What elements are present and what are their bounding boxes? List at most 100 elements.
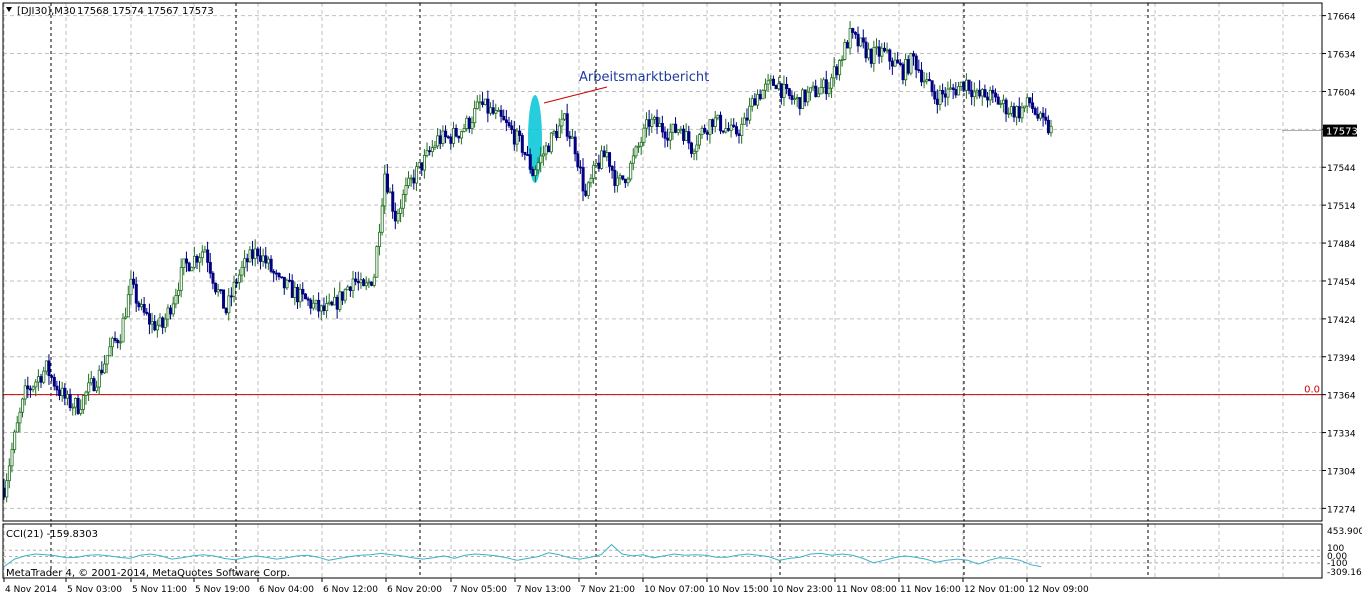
candle-body[interactable]: [623, 178, 627, 184]
annotation-arrow[interactable]: [543, 86, 608, 104]
candle-body[interactable]: [642, 127, 646, 143]
candle-body[interactable]: [1002, 99, 1006, 104]
candle-body[interactable]: [666, 137, 670, 141]
candle-body[interactable]: [814, 85, 818, 98]
candle-body[interactable]: [68, 394, 72, 408]
candle-body[interactable]: [261, 255, 265, 262]
candle-body[interactable]: [42, 370, 46, 383]
candle-body[interactable]: [655, 116, 659, 127]
candle-body[interactable]: [428, 150, 432, 153]
candle-body[interactable]: [621, 175, 625, 180]
candle-body[interactable]: [385, 173, 389, 193]
candle-body[interactable]: [1020, 107, 1024, 119]
candle-body[interactable]: [872, 46, 876, 64]
candle-body[interactable]: [362, 279, 366, 287]
candle-body[interactable]: [364, 282, 368, 287]
candle-body[interactable]: [978, 89, 982, 97]
candle-body[interactable]: [121, 317, 125, 343]
candle-body[interactable]: [153, 321, 157, 331]
candle-body[interactable]: [1039, 112, 1043, 119]
candle-body[interactable]: [809, 87, 813, 93]
candle-body[interactable]: [883, 47, 887, 52]
candle-body[interactable]: [15, 422, 19, 433]
candle-body[interactable]: [393, 210, 397, 222]
candle-body[interactable]: [280, 276, 284, 279]
candle-body[interactable]: [697, 134, 701, 146]
candle-body[interactable]: [200, 251, 204, 259]
candle-body[interactable]: [44, 360, 48, 372]
candle-body[interactable]: [705, 131, 709, 135]
candle-body[interactable]: [497, 109, 501, 112]
candle-body[interactable]: [846, 42, 850, 49]
candle-body[interactable]: [1028, 97, 1032, 104]
candle-body[interactable]: [195, 255, 199, 263]
candle-body[interactable]: [856, 33, 860, 47]
candle-body[interactable]: [645, 119, 649, 129]
candle-body[interactable]: [922, 80, 926, 83]
candle-body[interactable]: [914, 55, 918, 71]
candle-body[interactable]: [711, 119, 715, 127]
candle-body[interactable]: [555, 131, 559, 138]
candle-body[interactable]: [132, 278, 136, 285]
candle-body[interactable]: [674, 123, 678, 133]
candle-body[interactable]: [589, 177, 593, 184]
candle-body[interactable]: [158, 317, 162, 326]
candle-body[interactable]: [103, 363, 107, 374]
candle-body[interactable]: [690, 142, 694, 154]
candle-body[interactable]: [822, 79, 826, 88]
candle-body[interactable]: [851, 28, 855, 33]
candle-body[interactable]: [708, 119, 712, 135]
candle-body[interactable]: [716, 114, 720, 119]
candle-body[interactable]: [592, 164, 596, 179]
candle-body[interactable]: [467, 117, 471, 129]
candle-body[interactable]: [917, 69, 921, 72]
candle-body[interactable]: [980, 89, 984, 97]
candle-body[interactable]: [700, 127, 704, 136]
candle-body[interactable]: [938, 90, 942, 105]
candle-body[interactable]: [904, 59, 908, 81]
cci-line[interactable]: [3, 543, 1042, 568]
candle-body[interactable]: [885, 49, 889, 52]
candle-body[interactable]: [161, 317, 165, 328]
candle-body[interactable]: [296, 287, 300, 303]
candle-body[interactable]: [187, 262, 191, 272]
candle-body[interactable]: [769, 78, 773, 82]
candle-body[interactable]: [964, 79, 968, 91]
candle-body[interactable]: [319, 305, 323, 312]
candle-body[interactable]: [169, 307, 173, 315]
candle-body[interactable]: [507, 122, 511, 127]
candle-body[interactable]: [227, 295, 231, 314]
candle-body[interactable]: [457, 135, 461, 139]
candle-body[interactable]: [861, 37, 865, 43]
candle-body[interactable]: [185, 258, 189, 264]
candle-body[interactable]: [639, 141, 643, 147]
candle-body[interactable]: [729, 124, 733, 131]
candle-body[interactable]: [745, 117, 749, 121]
candle-body[interactable]: [571, 136, 575, 139]
candle-body[interactable]: [491, 107, 495, 114]
candle-body[interactable]: [602, 150, 606, 158]
candle-body[interactable]: [536, 162, 540, 171]
candle-body[interactable]: [190, 266, 194, 272]
candle-body[interactable]: [137, 302, 141, 308]
candle-body[interactable]: [475, 101, 479, 109]
candle-body[interactable]: [631, 155, 635, 164]
candle-body[interactable]: [404, 185, 408, 195]
candle-body[interactable]: [105, 355, 109, 365]
candle-body[interactable]: [333, 296, 337, 306]
candle-body[interactable]: [330, 301, 334, 306]
candle-body[interactable]: [970, 89, 974, 98]
candle-body[interactable]: [359, 279, 363, 284]
candle-body[interactable]: [909, 53, 913, 74]
candle-body[interactable]: [473, 108, 477, 124]
candle-body[interactable]: [84, 391, 88, 396]
candle-body[interactable]: [671, 123, 675, 133]
candle-body[interactable]: [668, 131, 672, 141]
candle-body[interactable]: [510, 125, 514, 130]
candle-body[interactable]: [610, 165, 614, 171]
candle-body[interactable]: [129, 278, 133, 296]
candle-body[interactable]: [399, 207, 403, 214]
candle-body[interactable]: [502, 115, 506, 121]
candle-body[interactable]: [89, 378, 93, 384]
candle-body[interactable]: [594, 162, 598, 166]
